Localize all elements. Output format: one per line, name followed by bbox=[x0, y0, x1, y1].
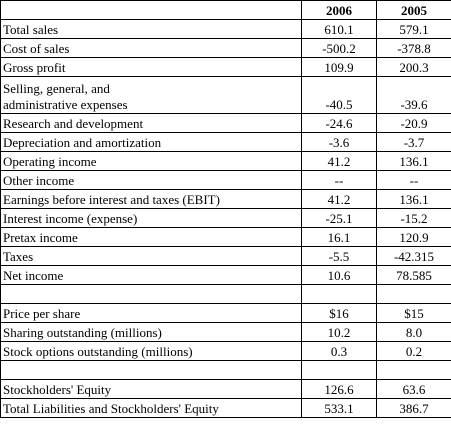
value-2005: -15.2 bbox=[376, 208, 451, 228]
row-label: Research and development bbox=[0, 113, 302, 133]
value-2006: -24.6 bbox=[301, 113, 377, 133]
table-row: Total sales 610.1 579.1 bbox=[0, 19, 451, 39]
value-2006: 126.6 bbox=[301, 379, 377, 399]
row-label bbox=[0, 284, 302, 304]
value-2006: 0.3 bbox=[301, 341, 377, 361]
value-2005: -39.6 bbox=[376, 76, 451, 114]
value-2005: 120.9 bbox=[376, 227, 451, 247]
table-row: Net income 10.6 78.585 bbox=[0, 265, 451, 285]
table-row: Depreciation and amortization -3.6 -3.7 bbox=[0, 132, 451, 152]
value-2006: -40.5 bbox=[301, 76, 377, 114]
value-2006: 16.1 bbox=[301, 227, 377, 247]
row-label: Total Liabilities and Stockholders' Equi… bbox=[0, 398, 302, 418]
table-row: Other income -- -- bbox=[0, 170, 451, 190]
row-label: Interest income (expense) bbox=[0, 208, 302, 228]
value-2005 bbox=[376, 360, 451, 380]
value-2006: 10.6 bbox=[301, 265, 377, 285]
row-label: Stockholders' Equity bbox=[0, 379, 302, 399]
header-label-cell bbox=[0, 0, 302, 20]
value-2005: 200.3 bbox=[376, 57, 451, 77]
value-2005: 579.1 bbox=[376, 19, 451, 39]
value-2006: 109.9 bbox=[301, 57, 377, 77]
value-2005: -3.7 bbox=[376, 132, 451, 152]
table-row: Total Liabilities and Stockholders' Equi… bbox=[0, 398, 451, 418]
value-2006: -- bbox=[301, 170, 377, 190]
value-2005: 136.1 bbox=[376, 189, 451, 209]
value-2006: 41.2 bbox=[301, 189, 377, 209]
table-row: Sharing outstanding (millions) 10.2 8.0 bbox=[0, 322, 451, 342]
row-label: Cost of sales bbox=[0, 38, 302, 58]
table-row: Stock options outstanding (millions) 0.3… bbox=[0, 341, 451, 361]
row-label: Selling, general, and administrative expe… bbox=[0, 76, 302, 114]
value-2006: -25.1 bbox=[301, 208, 377, 228]
table-row: Taxes -5.5 -42.315 bbox=[0, 246, 451, 266]
table-row: Research and development -24.6 -20.9 bbox=[0, 113, 451, 133]
value-2006: 41.2 bbox=[301, 151, 377, 171]
spacer-row bbox=[0, 360, 451, 380]
row-label: Total sales bbox=[0, 19, 302, 39]
table-row: Interest income (expense) -25.1 -15.2 bbox=[0, 208, 451, 228]
value-2005: $15 bbox=[376, 303, 451, 323]
value-2006: 10.2 bbox=[301, 322, 377, 342]
value-2006: -5.5 bbox=[301, 246, 377, 266]
header-2006: 2006 bbox=[301, 0, 377, 20]
value-2005: 136.1 bbox=[376, 151, 451, 171]
spacer-row bbox=[0, 284, 451, 304]
value-2006: 533.1 bbox=[301, 398, 377, 418]
value-2006: 610.1 bbox=[301, 19, 377, 39]
table-row: Cost of sales -500.2 -378.8 bbox=[0, 38, 451, 58]
value-2005: 386.7 bbox=[376, 398, 451, 418]
value-2005: -42.315 bbox=[376, 246, 451, 266]
row-label: Other income bbox=[0, 170, 302, 190]
table-row: Earnings before interest and taxes (EBIT… bbox=[0, 189, 451, 209]
row-label: Taxes bbox=[0, 246, 302, 266]
value-2006: -3.6 bbox=[301, 132, 377, 152]
row-label: Depreciation and amortization bbox=[0, 132, 302, 152]
row-label: Price per share bbox=[0, 303, 302, 323]
value-2005: -20.9 bbox=[376, 113, 451, 133]
row-label: Stock options outstanding (millions) bbox=[0, 341, 302, 361]
table-row: Operating income 41.2 136.1 bbox=[0, 151, 451, 171]
value-2005: 0.2 bbox=[376, 341, 451, 361]
row-label bbox=[0, 360, 302, 380]
value-2006 bbox=[301, 284, 377, 304]
row-label: Gross profit bbox=[0, 57, 302, 77]
table-row: Selling, general, and administrative expe… bbox=[0, 76, 451, 114]
value-2006: $16 bbox=[301, 303, 377, 323]
row-label: Earnings before interest and taxes (EBIT… bbox=[0, 189, 302, 209]
row-label-line2: administrative expenses bbox=[3, 97, 128, 112]
row-label: Net income bbox=[0, 265, 302, 285]
value-2005: 78.585 bbox=[376, 265, 451, 285]
value-2005: -- bbox=[376, 170, 451, 190]
row-label: Operating income bbox=[0, 151, 302, 171]
value-2005: 8.0 bbox=[376, 322, 451, 342]
table-row: Stockholders' Equity 126.6 63.6 bbox=[0, 379, 451, 399]
financial-statement-table: 2006 2005 Total sales 610.1 579.1 Cost o… bbox=[0, 0, 451, 418]
row-label-line1: Selling, general, and bbox=[3, 81, 110, 96]
table-row: Gross profit 109.9 200.3 bbox=[0, 57, 451, 77]
header-2005: 2005 bbox=[376, 0, 451, 20]
row-label: Pretax income bbox=[0, 227, 302, 247]
value-2005: 63.6 bbox=[376, 379, 451, 399]
value-2006 bbox=[301, 360, 377, 380]
table-row: Pretax income 16.1 120.9 bbox=[0, 227, 451, 247]
value-2005: -378.8 bbox=[376, 38, 451, 58]
table-row: Price per share $16 $15 bbox=[0, 303, 451, 323]
value-2005 bbox=[376, 284, 451, 304]
header-row: 2006 2005 bbox=[0, 0, 451, 20]
value-2006: -500.2 bbox=[301, 38, 377, 58]
row-label: Sharing outstanding (millions) bbox=[0, 322, 302, 342]
